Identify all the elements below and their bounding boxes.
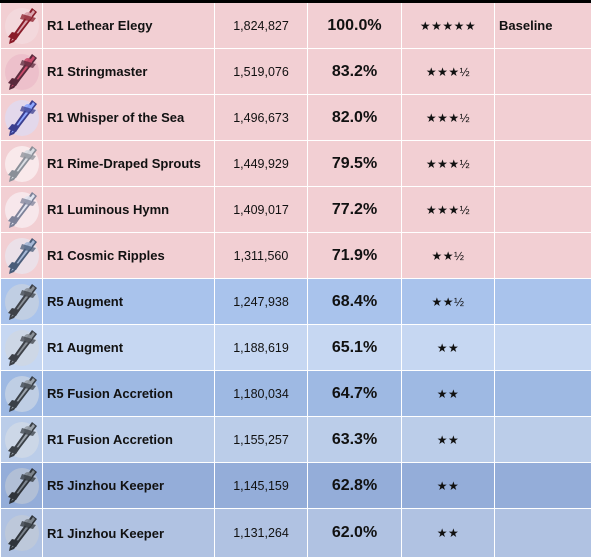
percent-of-baseline: 83.2% bbox=[308, 49, 402, 94]
note-cell bbox=[495, 371, 591, 416]
table-row: R1 Rime-Draped Sprouts 1,449,929 79.5% ★★★½ bbox=[1, 141, 591, 187]
damage-value: 1,155,257 bbox=[215, 417, 308, 462]
star-rating: ★★ bbox=[402, 325, 495, 370]
table-row: R5 Fusion Accretion 1,180,034 64.7% ★★ bbox=[1, 371, 591, 417]
note-cell bbox=[495, 187, 591, 232]
table-row: R1 Whisper of the Sea 1,496,673 82.0% ★★★½ bbox=[1, 95, 591, 141]
damage-value: 1,409,017 bbox=[215, 187, 308, 232]
note-cell bbox=[495, 325, 591, 370]
lethear-elegy-sword-icon bbox=[1, 3, 43, 48]
damage-value: 1,247,938 bbox=[215, 279, 308, 324]
table-row: R1 Stringmaster 1,519,076 83.2% ★★★½ bbox=[1, 49, 591, 95]
jinzhou-keeper-icon bbox=[1, 509, 43, 557]
table-row: R1 Fusion Accretion 1,155,257 63.3% ★★ bbox=[1, 417, 591, 463]
jinzhou-keeper-icon bbox=[1, 463, 43, 508]
note-cell bbox=[495, 233, 591, 278]
percent-of-baseline: 62.0% bbox=[308, 509, 402, 557]
weapon-name: R5 Augment bbox=[43, 279, 215, 324]
percent-of-baseline: 62.8% bbox=[308, 463, 402, 508]
percent-of-baseline: 79.5% bbox=[308, 141, 402, 186]
top-border bbox=[0, 0, 591, 3]
percent-of-baseline: 77.2% bbox=[308, 187, 402, 232]
star-rating: ★★★½ bbox=[402, 49, 495, 94]
weapon-name: R5 Fusion Accretion bbox=[43, 371, 215, 416]
percent-of-baseline: 100.0% bbox=[308, 3, 402, 48]
star-rating: ★★★½ bbox=[402, 95, 495, 140]
star-rating: ★★ bbox=[402, 417, 495, 462]
note-cell bbox=[495, 417, 591, 462]
note-cell bbox=[495, 279, 591, 324]
percent-of-baseline: 82.0% bbox=[308, 95, 402, 140]
star-rating: ★★★★★ bbox=[402, 3, 495, 48]
star-rating: ★★★½ bbox=[402, 187, 495, 232]
weapon-name: R1 Lethear Elegy bbox=[43, 3, 215, 48]
damage-value: 1,449,929 bbox=[215, 141, 308, 186]
percent-of-baseline: 63.3% bbox=[308, 417, 402, 462]
damage-value: 1,519,076 bbox=[215, 49, 308, 94]
damage-value: 1,131,264 bbox=[215, 509, 308, 557]
table-row: R1 Augment 1,188,619 65.1% ★★ bbox=[1, 325, 591, 371]
damage-value: 1,824,827 bbox=[215, 3, 308, 48]
percent-of-baseline: 71.9% bbox=[308, 233, 402, 278]
star-rating: ★★ bbox=[402, 463, 495, 508]
weapon-name: R1 Whisper of the Sea bbox=[43, 95, 215, 140]
table-row: R1 Luminous Hymn 1,409,017 77.2% ★★★½ bbox=[1, 187, 591, 233]
fusion-accretion-icon bbox=[1, 371, 43, 416]
note-cell bbox=[495, 95, 591, 140]
star-rating: ★★ bbox=[402, 371, 495, 416]
weapon-comparison-table: R1 Lethear Elegy 1,824,827 100.0% ★★★★★ Base… bbox=[0, 3, 591, 557]
percent-of-baseline: 64.7% bbox=[308, 371, 402, 416]
weapon-name: R5 Jinzhou Keeper bbox=[43, 463, 215, 508]
table-row: R1 Jinzhou Keeper 1,131,264 62.0% ★★ bbox=[1, 509, 591, 557]
damage-value: 1,145,159 bbox=[215, 463, 308, 508]
star-rating: ★★½ bbox=[402, 233, 495, 278]
star-rating: ★★★½ bbox=[402, 141, 495, 186]
note-cell bbox=[495, 141, 591, 186]
note-cell: Baseline bbox=[499, 18, 553, 33]
percent-of-baseline: 68.4% bbox=[308, 279, 402, 324]
weapon-name: R1 Stringmaster bbox=[43, 49, 215, 94]
stringmaster-rectifier-icon bbox=[1, 49, 43, 94]
star-rating: ★★½ bbox=[402, 279, 495, 324]
weapon-name: R1 Cosmic Ripples bbox=[43, 233, 215, 278]
note-cell bbox=[495, 509, 591, 557]
table-row: R5 Jinzhou Keeper 1,145,159 62.8% ★★ bbox=[1, 463, 591, 509]
star-rating: ★★ bbox=[402, 509, 495, 557]
table-row: R1 Cosmic Ripples 1,311,560 71.9% ★★½ bbox=[1, 233, 591, 279]
augment-icon bbox=[1, 325, 43, 370]
whisper-of-the-sea-icon bbox=[1, 95, 43, 140]
damage-value: 1,188,619 bbox=[215, 325, 308, 370]
note-cell bbox=[495, 463, 591, 508]
damage-value: 1,496,673 bbox=[215, 95, 308, 140]
table-row: R1 Lethear Elegy 1,824,827 100.0% ★★★★★ Base… bbox=[1, 3, 591, 49]
weapon-name: R1 Luminous Hymn bbox=[43, 187, 215, 232]
augment-icon bbox=[1, 279, 43, 324]
weapon-name: R1 Augment bbox=[43, 325, 215, 370]
rime-draped-sprouts-icon bbox=[1, 141, 43, 186]
cosmic-ripples-icon bbox=[1, 233, 43, 278]
percent-of-baseline: 65.1% bbox=[308, 325, 402, 370]
note-cell bbox=[495, 49, 591, 94]
weapon-name: R1 Rime-Draped Sprouts bbox=[43, 141, 215, 186]
weapon-name: R1 Fusion Accretion bbox=[43, 417, 215, 462]
damage-value: 1,180,034 bbox=[215, 371, 308, 416]
table-row: R5 Augment 1,247,938 68.4% ★★½ bbox=[1, 279, 591, 325]
weapon-name: R1 Jinzhou Keeper bbox=[43, 509, 215, 557]
luminous-hymn-icon bbox=[1, 187, 43, 232]
damage-value: 1,311,560 bbox=[215, 233, 308, 278]
fusion-accretion-icon bbox=[1, 417, 43, 462]
